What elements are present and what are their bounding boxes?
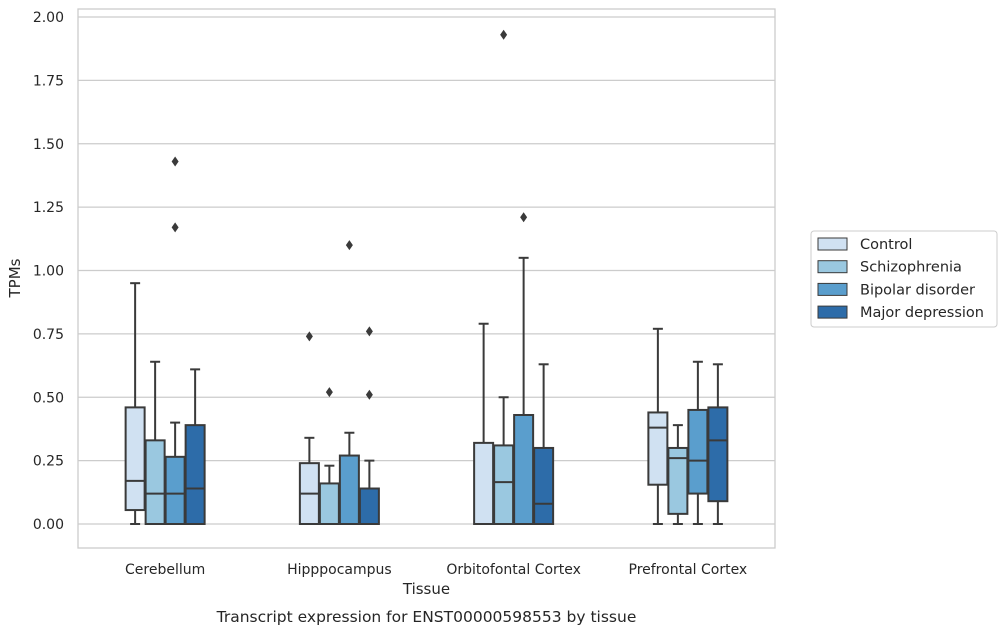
outlier-marker-0 (305, 331, 313, 342)
legend-label-1: Schizophrenia (860, 260, 962, 276)
box-prefrontal-cortex-bipolar-disorder (687, 360, 709, 525)
outlier-marker-1 (365, 326, 373, 337)
box-body (647, 411, 669, 486)
legend-label-0: Control (860, 237, 912, 253)
box-body (513, 413, 535, 525)
box-hipppocampus-major-depression (358, 326, 380, 526)
outlier-marker-0 (325, 387, 333, 398)
box-body (707, 406, 729, 503)
outlier-marker-1 (171, 156, 179, 167)
box-body (338, 454, 360, 525)
y-tick-label-8: 2.00 (33, 10, 64, 26)
outlier-marker-0 (345, 240, 353, 251)
x-axis-ticks: Cerebellum Hipppocampus Orbitofontal Corte… (125, 562, 747, 578)
y-axis-label: TPMs (6, 258, 24, 298)
box-body (493, 444, 515, 526)
outlier-marker-0 (171, 222, 179, 233)
box-body (358, 487, 380, 526)
y-tick-label-0: 0.00 (33, 517, 64, 533)
y-tick-label-6: 1.50 (33, 137, 64, 153)
x-axis-label: Tissue (402, 580, 450, 598)
y-axis-ticks: 0.00 0.25 0.50 0.75 1.00 1.25 1.50 1.75 2.00 (33, 10, 64, 533)
box-cerebellum-schizophrenia (144, 360, 166, 525)
x-tick-label-2: Orbitofontal Cortex (446, 562, 581, 578)
box-body (124, 406, 146, 512)
box-orbitofontal-cortex-bipolar-disorder (513, 212, 535, 525)
legend-swatch-3 (817, 305, 848, 319)
x-tick-label-3: Prefrontal Cortex (629, 562, 748, 578)
chart-caption: Transcript expression for ENST0000059855… (216, 608, 637, 626)
legend-label-2: Bipolar disorder (860, 282, 975, 298)
box-groups (124, 29, 729, 526)
legend-swatch-1 (817, 260, 848, 274)
y-tick-label-3: 0.75 (33, 327, 64, 343)
legend-frame (810, 230, 998, 328)
box-orbitofontal-cortex-control (473, 322, 495, 526)
box-body (144, 439, 166, 525)
outlier-marker-0 (365, 389, 373, 400)
box-body (184, 424, 206, 526)
x-tick-label-0: Cerebellum (125, 562, 205, 578)
x-tick-label-1: Hipppocampus (287, 562, 392, 578)
y-tick-label-4: 1.00 (33, 264, 64, 280)
box-prefrontal-cortex-schizophrenia (667, 424, 689, 525)
legend-swatch-0 (817, 237, 848, 251)
y-tick-label-2: 0.50 (33, 390, 64, 406)
y-tick-label-5: 1.25 (33, 200, 64, 216)
y-tick-label-1: 0.25 (33, 454, 64, 470)
outlier-marker-0 (500, 29, 508, 40)
legend-label-3: Major depression (860, 305, 984, 321)
plot-frame (77, 8, 776, 549)
box-body (533, 446, 555, 526)
outlier-marker-0 (520, 212, 528, 223)
box-body (318, 482, 340, 526)
box-cerebellum-major-depression (184, 368, 206, 526)
box-prefrontal-cortex-control (647, 327, 669, 525)
box-body (164, 455, 186, 526)
legend-swatch-2 (817, 282, 848, 296)
box-body (473, 441, 495, 526)
box-body (687, 408, 709, 495)
box-prefrontal-cortex-major-depression (707, 363, 729, 525)
box-orbitofontal-cortex-major-depression (533, 363, 555, 526)
y-tick-label-7: 1.75 (33, 73, 64, 89)
legend: Control Schizophrenia Bipolar disorder Majo… (810, 230, 998, 328)
